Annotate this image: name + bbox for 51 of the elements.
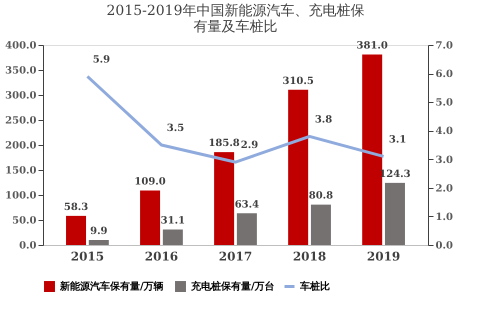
chart-title: 2015-2019年中国新能源汽车、充电桩保有量及车桩比 [106, 3, 364, 35]
y2-tick-label: 0.0 [436, 240, 453, 252]
data-label: 3.8 [314, 114, 332, 126]
y-tick-label: 350.0 [5, 66, 37, 76]
y2-tick-label: 7.0 [436, 40, 453, 52]
data-label: 3.5 [166, 123, 184, 134]
y2-tick-label: 4.0 [436, 126, 453, 138]
bar [384, 182, 405, 245]
bar [140, 190, 160, 245]
y-tick-label: 400.0 [5, 40, 37, 52]
y-tick-label: 100.0 [5, 190, 37, 202]
data-label: 58.3 [64, 202, 88, 213]
data-label: 109.0 [134, 176, 166, 188]
x-tick-label: 2017 [218, 250, 252, 264]
legend-label: 充电桩保有量/万台 [190, 280, 275, 293]
bar [162, 229, 183, 245]
data-label: 381.0 [356, 40, 388, 52]
bar [362, 54, 382, 245]
x-tick-label: 2018 [292, 250, 326, 264]
data-label: 185.8 [208, 138, 240, 150]
y-tick-label: 0.0 [19, 240, 37, 252]
x-tick-label: 2015 [70, 250, 104, 264]
legend-label: 车桩比 [299, 280, 330, 292]
y-tick-label: 50.0 [12, 216, 37, 226]
bar [288, 90, 308, 245]
bar [236, 213, 257, 245]
bar [88, 240, 109, 245]
x-tick-label: 2019 [366, 250, 400, 264]
y2-tick-label: 5.0 [436, 98, 453, 109]
y-tick-label: 150.0 [5, 166, 37, 176]
data-label: 2.9 [240, 140, 258, 152]
data-label: 3.1 [388, 134, 406, 146]
y2-tick-label: 1.0 [436, 212, 453, 223]
legend-label: 新能源汽车保有量/万辆 [59, 280, 164, 293]
y-tick-label: 250.0 [5, 116, 37, 126]
y2-tick-label: 2.0 [436, 183, 453, 194]
y-tick-label: 200.0 [5, 140, 37, 152]
bar [66, 216, 86, 245]
bar [310, 204, 331, 245]
data-label: 9.9 [90, 226, 108, 238]
data-label: 5.9 [92, 54, 110, 66]
bar [214, 152, 234, 245]
y2-tick-label: 6.0 [436, 69, 453, 80]
data-label: 63.4 [234, 199, 260, 210]
y-tick-label: 300.0 [5, 90, 37, 102]
line-series [86, 74, 386, 164]
data-label: 31.1 [160, 215, 186, 226]
y2-tick-label: 3.0 [436, 154, 453, 166]
x-tick-label: 2016 [144, 250, 178, 264]
data-label: 310.5 [282, 76, 314, 87]
data-label: 80.8 [308, 190, 334, 202]
